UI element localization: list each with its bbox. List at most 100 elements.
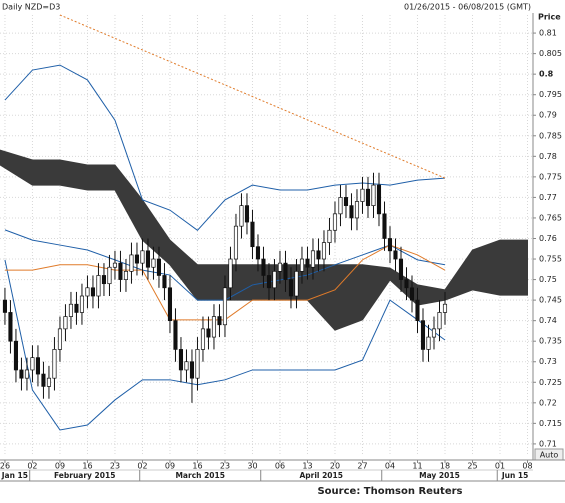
x-tick-label: 27 [357,462,367,471]
y-tick-label: 0.795 [539,90,562,99]
candle-body [426,336,431,350]
candle-body [349,205,354,219]
candle-body [134,254,140,264]
candle-body [338,197,343,215]
x-tick-label: 23 [220,462,230,471]
ichimoku-cloud [0,149,528,331]
candle-body [178,349,184,371]
x-tick-label: 13 [302,462,312,471]
candle-body [404,279,409,289]
candle-body [442,303,448,313]
candle-body [184,361,189,371]
y-tick-label: 0.775 [539,172,562,181]
chart-title: Daily NZD=D3 [2,3,60,12]
x-tick-label: 09 [165,462,175,471]
candle-body [283,262,288,280]
candle-body [382,213,387,239]
x-tick-label: 16 [82,462,92,471]
y-tick-label: 0.805 [539,49,562,58]
date-range: 01/26/2015 - 06/08/2015 (GMT) [404,3,531,12]
y-tick-label: 0.77 [539,193,557,202]
candle-body [63,316,68,330]
trend-line [59,14,446,179]
y-tick-label: 0.75 [539,275,557,284]
candle-body [96,275,101,297]
candle-body [332,213,338,231]
candle-body [228,258,233,289]
x-tick-label: 25 [467,462,477,471]
candle-body [365,188,371,206]
indicator-line [4,259,446,431]
candle-body [222,287,228,326]
y-tick-label: 0.725 [539,378,562,387]
x-tick-label: 02 [27,462,37,471]
x-tick-label: 30 [247,462,257,471]
candle-body [173,320,178,350]
candle-body [24,369,30,379]
x-tick-label: 20 [330,462,340,471]
candle-body [195,349,200,379]
candle-body [85,287,90,297]
candle-body [431,328,437,338]
candle-body [272,271,277,289]
month-label: Jun 15 [501,471,529,480]
candle-body [35,357,41,375]
candle-body [162,275,167,289]
candle-body [101,275,107,285]
x-tick-label: 18 [440,462,450,471]
candle-body [41,373,46,387]
candle-body [420,320,426,350]
month-label: Jan 15 [1,471,28,480]
x-tick-label: 26 [0,462,10,471]
x-tick-label: 08 [522,462,532,471]
candle-body [118,262,123,280]
y-tick-label: 0.72 [539,398,557,407]
candle-body [13,340,19,371]
candle-body [200,328,206,350]
candle-body [46,377,52,387]
candle-body [151,258,156,268]
candle-body [8,312,13,342]
candle-body [233,225,239,260]
candle-body [90,287,96,297]
candle-body [288,279,294,297]
candle-body [321,242,327,260]
y-tick-label: 0.8 [539,70,554,79]
candle-body [30,357,35,371]
y-tick-label: 0.74 [539,316,557,325]
candle-body [305,258,310,268]
candle-body [343,197,349,206]
y-tick-label: 0.76 [539,234,557,243]
candle-body [255,246,261,260]
candle-body [129,254,134,272]
month-label: February 2015 [54,471,115,480]
candle-body [437,312,442,330]
candle-body [123,271,129,280]
candle-body [239,205,244,227]
candle-body [68,303,74,317]
scale-label[interactable]: Auto [540,451,559,460]
x-tick-label: 09 [55,462,65,471]
x-tick-label: 11 [412,462,422,471]
y-tick-label: 0.735 [539,337,562,346]
y-axis-label: Price [538,13,561,22]
month-label: May 2015 [419,471,460,480]
x-tick-label: 23 [110,462,120,471]
candle-body [360,188,365,202]
candle-body [371,184,376,206]
candle-body [145,250,151,268]
candle-body [189,361,195,379]
candle-body [409,287,415,301]
candle-body [52,349,57,379]
y-tick-label: 0.73 [539,357,557,366]
candle-body [376,184,382,215]
candle-body [140,250,145,264]
candle-body [217,316,222,326]
candle-body [299,258,305,272]
candle-body [107,266,112,285]
y-tick-label: 0.745 [539,296,562,305]
y-tick-label: 0.79 [539,111,557,120]
y-tick-label: 0.765 [539,213,562,222]
